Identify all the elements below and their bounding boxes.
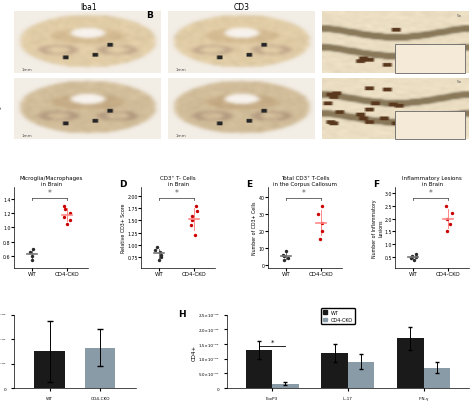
Point (66, 217, 73, 224)
Point (284, 255, 292, 261)
Text: 1mm: 1mm (175, 133, 186, 138)
Point (283, 248, 290, 255)
Point (444, 216, 451, 222)
Text: B: B (146, 11, 153, 20)
Point (316, 237, 324, 243)
Point (188, 218, 196, 224)
Text: *: * (47, 189, 51, 198)
Point (152, 247, 159, 254)
Point (319, 220, 326, 226)
Text: H: H (178, 309, 186, 318)
Bar (321, 353, 348, 388)
Point (157, 254, 164, 261)
Title: Microglia/Macrophages
in Brain: Microglia/Macrophages in Brain (19, 176, 83, 186)
Point (61, 206, 69, 213)
Bar (272, 384, 299, 388)
Point (192, 203, 200, 209)
Point (193, 208, 201, 214)
Title: Iba1: Iba1 (80, 3, 96, 12)
Text: E: E (246, 179, 252, 188)
Text: *: * (428, 189, 432, 198)
FancyBboxPatch shape (395, 45, 465, 74)
Point (27, 249, 34, 256)
Point (29, 246, 37, 252)
Text: F: F (373, 179, 379, 188)
Bar (35, 351, 65, 388)
Point (28, 256, 36, 263)
Point (413, 252, 420, 258)
Text: 5x: 5x (457, 80, 462, 84)
Point (60, 203, 68, 209)
Bar (397, 338, 424, 388)
Text: 1mm: 1mm (175, 67, 186, 71)
Point (407, 255, 415, 262)
Title: CD3: CD3 (234, 3, 250, 12)
Bar (424, 368, 450, 388)
Point (156, 249, 164, 256)
Point (63, 221, 70, 228)
Text: D: D (119, 179, 127, 188)
Point (28, 253, 36, 260)
Point (412, 254, 420, 261)
Title: Total CD3⁺ T-Cells
in the Corpus Callosum: Total CD3⁺ T-Cells in the Corpus Callosu… (273, 176, 337, 186)
FancyBboxPatch shape (395, 111, 465, 139)
Point (443, 228, 451, 235)
Title: Inflammatory Lesions
in Brain: Inflammatory Lesions in Brain (402, 176, 462, 186)
Text: *: * (270, 339, 274, 345)
Point (318, 203, 326, 209)
Y-axis label: Number of Inflammatory
Lesions: Number of Inflammatory Lesions (372, 199, 383, 257)
Point (157, 252, 164, 259)
Text: 5x: 5x (457, 14, 462, 18)
Text: 1mm: 1mm (22, 67, 32, 71)
Point (187, 223, 195, 229)
Legend: WT, CD4-CKO: WT, CD4-CKO (321, 309, 355, 324)
Bar (348, 362, 374, 388)
Point (446, 221, 454, 228)
Point (280, 256, 288, 263)
Point (191, 232, 199, 239)
Text: *: * (301, 189, 305, 198)
Point (281, 253, 288, 260)
Point (279, 252, 287, 258)
Y-axis label: Number of CD3+ Cells: Number of CD3+ Cells (253, 201, 257, 254)
Y-axis label: CD4+: CD4+ (192, 344, 197, 360)
Point (188, 213, 195, 219)
Point (410, 256, 418, 263)
Point (442, 203, 449, 209)
Point (155, 256, 163, 263)
Bar (246, 350, 272, 388)
Y-axis label: Relative CD3+ Score: Relative CD3+ Score (121, 203, 126, 252)
Point (314, 211, 322, 218)
Y-axis label: Relative Iba1+ Score: Relative Iba1+ Score (0, 203, 2, 253)
Point (318, 228, 326, 235)
Text: *: * (174, 189, 178, 198)
Title: CD3⁺ T- Cells
in Brain: CD3⁺ T- Cells in Brain (160, 176, 196, 186)
Point (153, 244, 161, 251)
Point (61, 214, 68, 220)
Bar (85, 348, 115, 388)
Point (66, 210, 73, 217)
Point (448, 211, 456, 217)
Point (408, 253, 416, 259)
Text: CD4-CKO: CD4-CKO (0, 107, 1, 112)
Text: 1mm: 1mm (22, 133, 32, 138)
